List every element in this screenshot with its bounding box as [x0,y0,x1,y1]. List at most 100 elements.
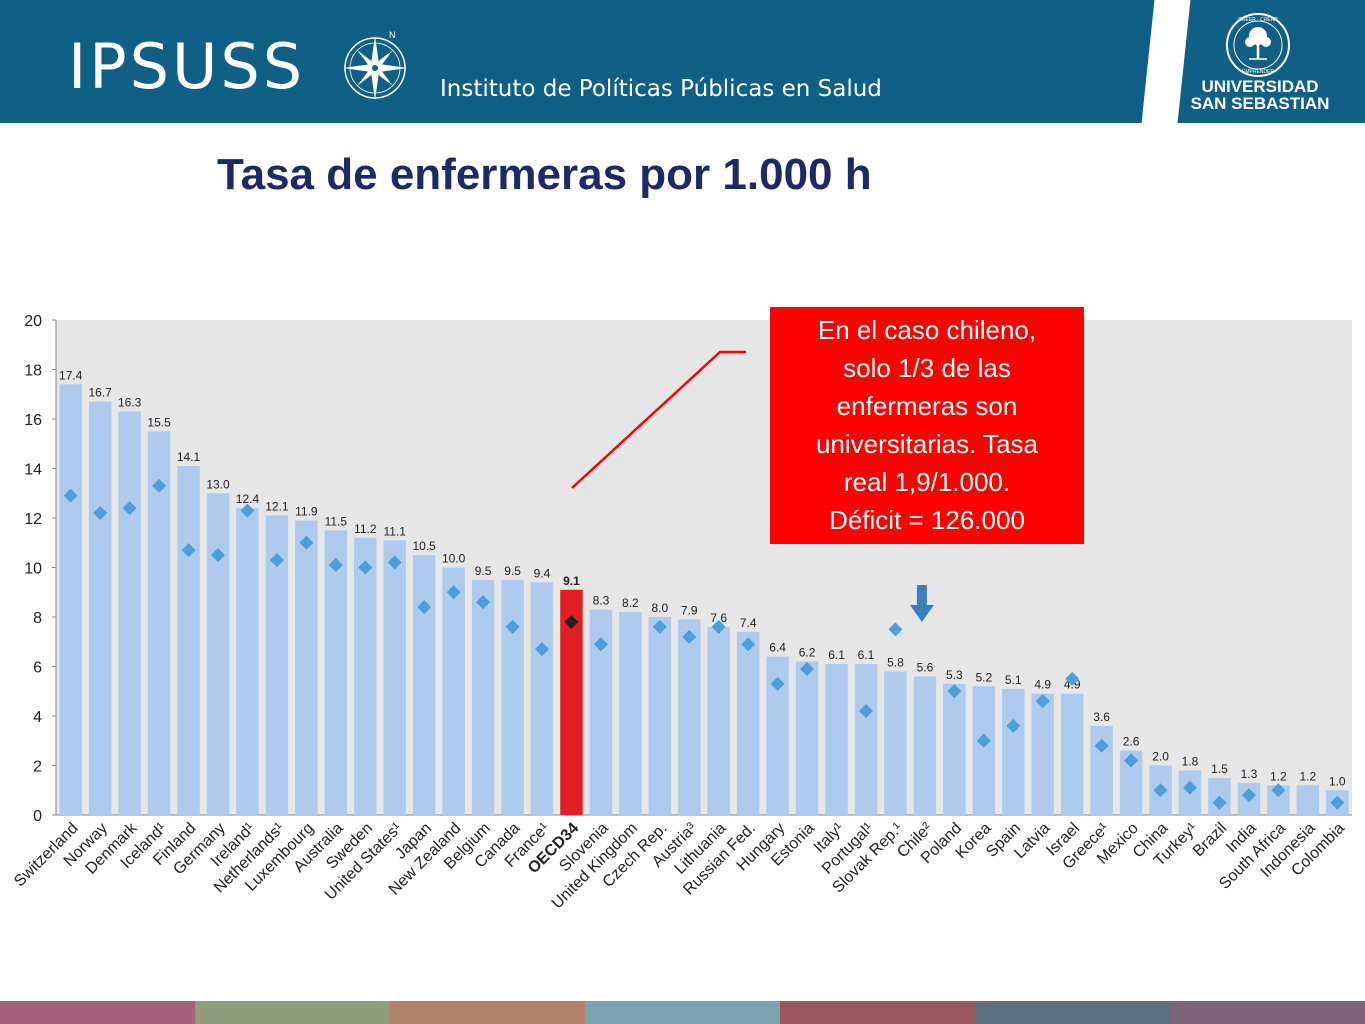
bar-value-label: 12.1 [265,500,289,514]
diamond-marker [417,600,432,615]
callout-line-5: real 1,9/1.000. [843,467,1011,497]
bar [206,493,230,815]
diamond-marker [152,478,167,493]
bar [1060,693,1084,815]
diamond-marker [358,560,373,575]
diamond-marker [1006,718,1021,733]
diamond-marker [1094,738,1109,753]
callout-line-3: enfermeras son [836,391,1018,421]
bar-value-label: 13.0 [206,477,230,491]
bar [854,664,878,815]
y-tick-label: 2 [33,759,42,776]
diamond-marker [1330,795,1345,810]
diamond-marker [535,642,549,657]
y-tick-label: 0 [33,808,42,825]
bar-value-label: 9.4 [534,566,551,580]
bar [412,555,436,815]
bar [736,631,760,815]
footer-stripe-2 [390,1001,585,1024]
diamond-marker [682,629,697,644]
university-seal-icon: CREER · CREAR EMPRENDER [1226,13,1290,77]
compass-north-label: N [389,30,396,40]
bar-value-label: 1.3 [1241,767,1258,781]
bar-value-label: 5.8 [887,655,904,669]
bar-value-label: 6.1 [828,648,845,662]
institute-name: Instituto de Políticas Públicas en Salud [440,76,882,102]
bar [1002,688,1025,815]
diamond-marker [593,637,608,652]
bar-value-label: 7.4 [740,616,757,630]
bar [295,520,318,815]
chile-down-arrow-head [909,605,934,622]
bar [943,683,966,815]
bar-value-label: 11.2 [354,522,377,536]
callout-line-1: En el caso chileno, [817,315,1037,345]
bar [1296,785,1320,815]
bar [913,676,937,815]
diamond-marker [1212,795,1227,810]
bar-value-label: 9.1 [563,574,580,588]
diamond-marker [93,506,108,521]
diamond-marker [505,619,520,634]
callout-leader-line [571,350,746,489]
y-tick-label: 14 [24,462,42,479]
university-name: UNIVERSIDAD SAN SEBASTIAN [1182,78,1338,112]
diamond-marker [947,684,962,699]
bar-value-label: 8.3 [593,594,610,608]
diamond-marker [240,503,255,518]
bar-value-label: 6.2 [799,646,816,660]
bar [795,661,819,815]
bar-value-label: 9.5 [475,564,492,578]
bar [884,671,907,815]
diamond-marker [1153,783,1168,798]
diamond-marker [652,619,667,634]
bar-value-label: 9.5 [504,564,521,578]
bar-value-label: 10.5 [413,539,437,553]
bar [972,686,996,815]
diamond-marker [1065,671,1080,686]
bar-value-label: 11.1 [383,524,406,538]
bar-value-label: 14.1 [177,450,201,464]
diamond-marker [1271,783,1286,798]
y-tick-label: 8 [33,610,42,627]
chile-down-arrow-shaft [916,585,927,605]
footer-stripe-4 [780,1001,975,1024]
bar [147,431,171,815]
bar-value-label: 8.2 [622,596,639,610]
y-tick-label: 20 [24,313,42,330]
bar-value-label: 2.0 [1152,750,1169,764]
footer-stripe-6 [1170,1001,1365,1024]
bar-value-label: 8.0 [651,601,668,615]
bar [118,411,141,815]
callout-line-2: solo 1/3 de las [843,353,1011,383]
x-tick-label: Brazil [1190,820,1230,860]
bar-value-label: 1.0 [1329,774,1346,788]
diamond-marker [1035,694,1050,709]
diamond-marker [859,704,873,719]
bar [383,540,406,815]
bar [324,530,348,815]
diamond-marker [770,676,785,691]
callout-line-6: Déficit = 126.000 [829,505,1025,535]
bar [530,582,554,815]
bar [619,612,642,815]
bar [354,537,377,815]
callout-line-4: universitarias. Tasa [815,429,1039,459]
diamond-marker [181,543,196,558]
footer-color-band [0,1001,1365,1024]
bar-value-label: 1.2 [1299,769,1316,783]
bar [707,626,730,815]
footer-stripe-0 [0,1001,195,1024]
bar-value-label: 15.5 [147,415,171,429]
diamond-marker [1241,788,1256,803]
bar [501,579,524,815]
bar [471,579,495,815]
bar-value-label: 11.5 [325,514,348,528]
y-tick-label: 12 [24,511,42,528]
bar-value-label: 3.6 [1093,710,1110,724]
diamond-marker [476,595,491,610]
compass-rose-icon: N [343,30,407,100]
bar-value-label: 7.9 [681,603,698,617]
bar [1119,750,1143,815]
bar [825,664,848,815]
